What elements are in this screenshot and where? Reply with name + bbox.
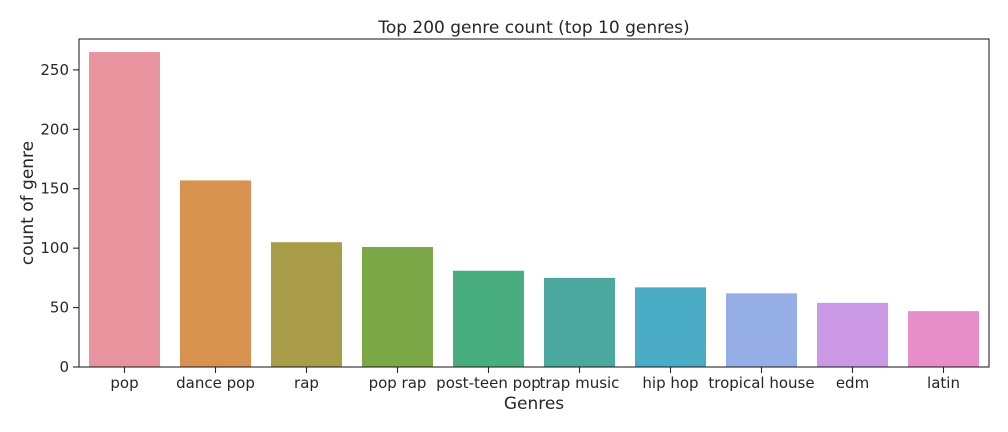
y-tick-label: 0 — [59, 358, 69, 376]
x-axis-ticks: pop dance pop rap pop rap post-teen poptrap … — [110, 367, 960, 392]
x-tick-label: edm — [836, 374, 869, 392]
x-axis-label: Genres — [504, 394, 564, 414]
bar-post-teen-pop — [453, 270, 524, 367]
x-tick-label: dance pop — [176, 374, 255, 392]
y-tick-label: 150 — [40, 180, 69, 198]
y-axis-label: count of genre — [18, 141, 38, 265]
bar-trap-music — [544, 277, 615, 367]
bar-dance-pop — [180, 180, 251, 367]
y-tick-label: 250 — [40, 61, 69, 79]
bar-latin — [908, 311, 979, 367]
x-tick-label: tropical house — [708, 374, 814, 392]
x-tick-label: hip hop — [642, 374, 698, 392]
x-tick-label: rap — [294, 374, 319, 392]
x-tick-label: pop rap — [369, 374, 427, 392]
bar-hip-hop — [635, 287, 706, 367]
chart-title: Top 200 genre count (top 10 genres) — [377, 18, 689, 38]
x-tick-label: latin — [927, 374, 960, 392]
bar-rap — [271, 242, 342, 367]
x-tick-label: post-teen pop — [436, 374, 541, 392]
y-tick-label: 50 — [50, 299, 69, 317]
y-tick-label: 100 — [40, 239, 69, 257]
y-axis-ticks: 0 50 100 150 200 250 — [40, 61, 79, 376]
bar-edm — [817, 302, 888, 367]
bar-pop-rap — [362, 246, 433, 367]
bars-group — [89, 52, 979, 367]
bar-pop — [89, 52, 160, 367]
x-tick-label: pop — [110, 374, 138, 392]
bar-tropical-house — [726, 293, 797, 367]
x-tick-label: trap music — [540, 374, 620, 392]
y-tick-label: 200 — [40, 120, 69, 138]
plot-frame — [78, 38, 990, 368]
